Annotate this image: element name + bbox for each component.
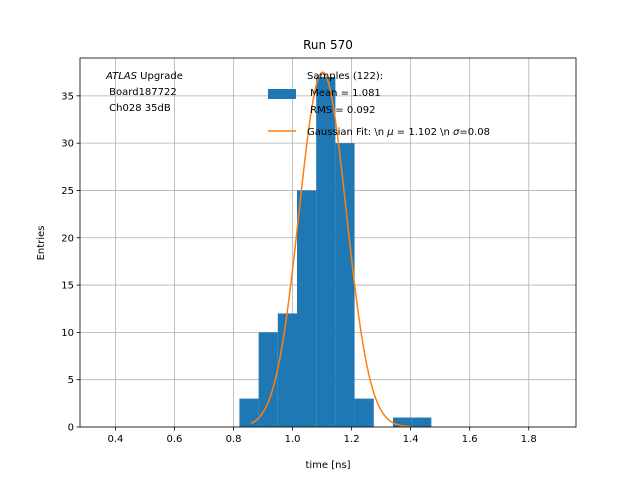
histogram-bars [239, 76, 432, 427]
y-tick-label: 20 [61, 233, 74, 244]
annotation-line3: Ch028 35dB [106, 103, 171, 114]
x-tick-label: 0.8 [226, 434, 242, 445]
x-tick-label: 1.8 [521, 434, 537, 445]
plot-frame [79, 57, 577, 428]
y-tick-label: 30 [61, 139, 74, 150]
histogram-bar [258, 332, 278, 427]
x-tick-label: 0.4 [107, 434, 123, 445]
histogram-bar [412, 417, 432, 427]
annotation-line2: Board187722 [106, 87, 177, 98]
y-tick-label: 10 [61, 328, 74, 339]
histogram-bar [297, 190, 317, 427]
x-axis-label: time [ns] [305, 460, 350, 471]
y-tick-label: 25 [61, 186, 74, 197]
legend-hist-swatch [268, 89, 296, 99]
legend-hist-line3: RMS = 0.092 [307, 105, 375, 116]
y-tick-label: 35 [61, 91, 74, 102]
legend-fit-part2: = 1.102 \n [394, 127, 453, 138]
y-tick-label: 15 [61, 281, 74, 292]
legend-fit-label: Gaussian Fit: \n μ = 1.102 \n σ=0.08 [307, 127, 490, 138]
histogram-bar [239, 398, 259, 427]
legend-fit-sigma: σ [453, 127, 460, 138]
gaussian-fit-curve [250, 71, 411, 428]
x-tick-label: 0.6 [167, 434, 183, 445]
x-tick-label: 1.2 [344, 434, 360, 445]
legend-fit-mu: μ [386, 127, 393, 138]
annotation-upgrade: Upgrade [137, 71, 183, 82]
histogram-bar [316, 76, 336, 427]
histogram-bar [354, 398, 374, 427]
y-axis: 0 5 10 15 20 25 30 35 [61, 91, 80, 434]
histogram-bar [392, 417, 413, 427]
legend-hist-line2: Mean = 1.081 [307, 88, 381, 99]
legend-hist-line1: Samples (122): [307, 71, 383, 82]
legend: Samples (122): Mean = 1.081 RMS = 0.092 … [268, 71, 490, 138]
annotation-atlas: ATLAS [105, 71, 138, 82]
x-tick-label: 1.6 [462, 434, 478, 445]
y-axis-label: Entries [36, 226, 47, 261]
x-axis: 0.4 0.6 0.8 1.0 1.2 1.4 1.6 1.8 [107, 427, 537, 445]
histogram-bar [335, 143, 355, 427]
y-tick-label: 0 [68, 423, 74, 434]
legend-fit-part3: =0.08 [459, 127, 490, 138]
legend-fit-part1: Gaussian Fit: \n [307, 127, 387, 138]
x-tick-label: 1.4 [403, 434, 419, 445]
x-tick-label: 1.0 [285, 434, 301, 445]
annotation-line1: ATLAS Upgrade [105, 71, 183, 82]
chart-title: Run 570 [303, 38, 353, 52]
histogram-bar [277, 313, 297, 427]
y-tick-label: 5 [68, 375, 74, 386]
annotation: ATLAS Upgrade Board187722 Ch028 35dB [105, 71, 183, 114]
